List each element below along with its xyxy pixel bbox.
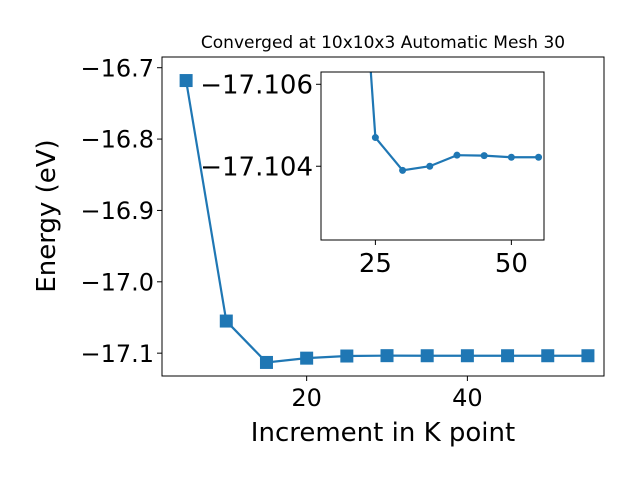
main-series (179, 74, 595, 369)
inset-ticks: 25 50 −17.106 −17.104 (200, 71, 528, 279)
main-y-tick-label: −16.9 (80, 197, 154, 225)
main-y-tick-label: −17.0 (80, 268, 154, 296)
inset-series (369, 72, 543, 174)
main-data-point (420, 349, 434, 363)
inset-chart: 25 50 −17.106 −17.104 (200, 71, 545, 279)
inset-y-tick-label: −17.106 (200, 71, 313, 101)
inset-data-point (453, 151, 461, 159)
inset-plot-frame (320, 71, 545, 241)
main-y-tick-label: −16.8 (80, 126, 154, 154)
inset-x-tick-label: 50 (495, 249, 528, 279)
inset-data-point (507, 153, 515, 161)
inset-data-point (426, 162, 434, 170)
main-ticks: 20 40 −16.7 −16.8 −16.9 −17.0 −17.1 (80, 54, 482, 412)
main-x-axis-label: Increment in K point (251, 418, 515, 448)
main-data-point (541, 349, 555, 363)
main-data-point (259, 355, 273, 369)
main-data-point (340, 349, 354, 363)
inset-x-tick-label: 25 (359, 249, 392, 279)
inset-data-point (399, 166, 407, 174)
main-data-point (300, 351, 314, 365)
main-plot-frame (161, 56, 605, 377)
main-y-tick-label: −16.7 (80, 54, 154, 82)
inset-series-line (369, 72, 539, 172)
inset-data-point (480, 152, 488, 160)
inset-y-tick-label: −17.104 (200, 153, 313, 183)
main-y-axis-label: Energy (eV) (32, 139, 62, 292)
inset-data-point (371, 134, 379, 142)
main-data-point (179, 74, 193, 88)
main-data-point (380, 349, 394, 363)
main-x-tick-label: 20 (291, 384, 322, 412)
main-title: Converged at 10x10x3 Automatic Mesh 30 (201, 33, 565, 53)
main-x-tick-label: 40 (452, 384, 483, 412)
main-chart: Converged at 10x10x3 Automatic Mesh 30 I… (32, 33, 605, 448)
inset-data-point (535, 153, 543, 161)
main-data-point (501, 349, 515, 363)
main-data-point (581, 349, 595, 363)
main-data-point (460, 349, 474, 363)
main-data-point (219, 314, 233, 328)
main-y-tick-label: −17.1 (80, 340, 154, 368)
